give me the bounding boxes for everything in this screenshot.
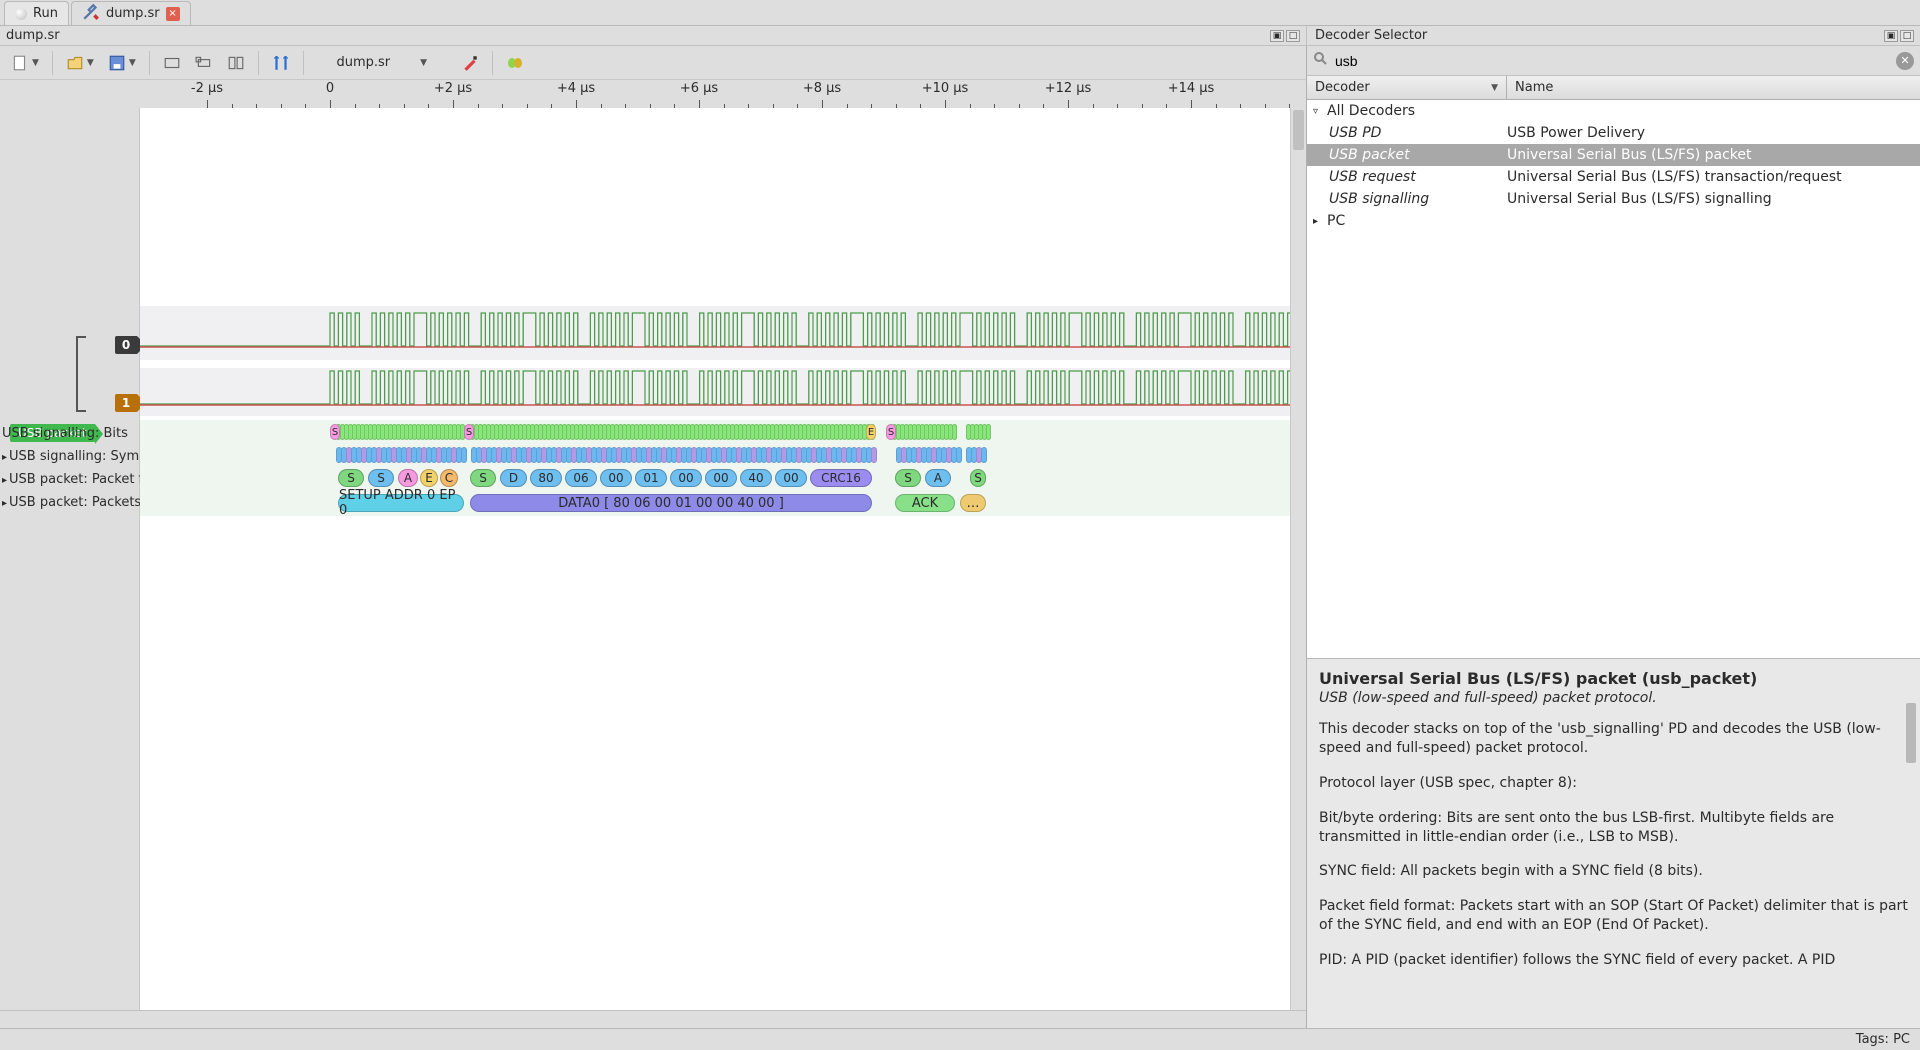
packet-field[interactable]: 01 bbox=[635, 469, 667, 487]
zoom-region-button[interactable] bbox=[190, 50, 218, 76]
minimize-icon[interactable]: ▣ bbox=[1270, 30, 1284, 42]
tags-label: Tags: PC bbox=[1856, 1032, 1910, 1047]
cursors-button[interactable] bbox=[267, 50, 295, 76]
desc-paragraph: Packet field format: Packets start with … bbox=[1319, 897, 1908, 935]
desc-subtitle: USB (low-speed and full-speed) packet pr… bbox=[1319, 690, 1908, 706]
packet-field[interactable]: 00 bbox=[670, 469, 702, 487]
subheader: dump.sr ▣ □ Decoder Selector ▣ □ bbox=[0, 26, 1920, 46]
col-decoder[interactable]: Decoder▼ bbox=[1307, 76, 1507, 99]
waveform-ch1 bbox=[140, 366, 1306, 414]
row-label[interactable]: USB packet: Packets bbox=[9, 495, 141, 510]
horizontal-scrollbar[interactable] bbox=[0, 1010, 1306, 1028]
desc-paragraph: This decoder stacks on top of the 'usb_s… bbox=[1319, 720, 1908, 758]
desc-paragraph: SYNC field: All packets begin with a SYN… bbox=[1319, 862, 1908, 881]
panel-title: Decoder Selector bbox=[1315, 28, 1427, 43]
decoder-tree[interactable]: ▿All DecodersUSB PDUSB Power DeliveryUSB… bbox=[1307, 100, 1920, 658]
tree-item[interactable]: USB packetUniversal Serial Bus (LS/FS) p… bbox=[1307, 144, 1920, 166]
waveform-canvas[interactable]: 0 1 USB packet USB signalling: Bits ▸USB… bbox=[0, 108, 1306, 1010]
run-icon bbox=[15, 8, 27, 20]
pane-window-controls: ▣ □ bbox=[1884, 30, 1914, 42]
description-panel: Universal Serial Bus (LS/FS) packet (usb… bbox=[1307, 658, 1920, 1028]
clear-search-button[interactable]: ✕ bbox=[1896, 52, 1914, 70]
desc-title: Universal Serial Bus (LS/FS) packet (usb… bbox=[1319, 669, 1908, 688]
packet-field[interactable]: 00 bbox=[775, 469, 807, 487]
packet-field[interactable]: D bbox=[500, 469, 527, 487]
desc-paragraph: Protocol layer (USB spec, chapter 8): bbox=[1319, 774, 1908, 793]
tree-group[interactable]: ▸PC bbox=[1307, 210, 1920, 232]
file-selector[interactable]: dump.sr ▼ bbox=[312, 51, 452, 75]
close-icon[interactable]: □ bbox=[1900, 30, 1914, 42]
waveform-ch0 bbox=[140, 308, 1306, 356]
packet-field[interactable]: S bbox=[895, 469, 921, 487]
packet-field[interactable]: 06 bbox=[565, 469, 597, 487]
tree-header: Decoder▼ Name bbox=[1307, 76, 1920, 100]
tab-run[interactable]: Run bbox=[4, 1, 69, 25]
packet-field[interactable]: S bbox=[368, 469, 394, 487]
minimize-icon[interactable]: ▣ bbox=[1884, 30, 1898, 42]
bits-row: SSES bbox=[140, 422, 1306, 442]
maximize-icon[interactable]: □ bbox=[1286, 30, 1300, 42]
tree-item[interactable]: USB PDUSB Power Delivery bbox=[1307, 122, 1920, 144]
packet-field[interactable]: C bbox=[440, 469, 458, 487]
toolbar: ▼ ▼ ▼ dump.sr ▼ bbox=[0, 46, 1306, 80]
file-selector-label: dump.sr bbox=[336, 55, 390, 70]
tabbar: Run dump.sr × bbox=[0, 0, 1920, 26]
packet-field[interactable]: A bbox=[925, 469, 951, 487]
packet[interactable]: DATA0 [ 80 06 00 01 00 00 40 00 ] bbox=[470, 494, 872, 512]
doc-title: dump.sr bbox=[6, 28, 60, 43]
waveform-area[interactable]: SSES SSAECSD8006000100004000CRC16SAS SET… bbox=[140, 108, 1306, 1010]
label-column: 0 1 USB packet USB signalling: Bits ▸USB… bbox=[0, 108, 140, 1010]
tab-label: dump.sr bbox=[106, 6, 160, 21]
search-icon bbox=[1313, 51, 1329, 71]
packet-field[interactable]: A bbox=[398, 469, 418, 487]
open-button[interactable]: ▼ bbox=[61, 50, 99, 76]
new-button[interactable]: ▼ bbox=[6, 50, 44, 76]
save-button[interactable]: ▼ bbox=[103, 50, 141, 76]
close-icon[interactable]: × bbox=[166, 7, 180, 21]
packet-field[interactable]: S bbox=[470, 469, 496, 487]
desc-scrollbar[interactable] bbox=[1904, 703, 1918, 1020]
tab-label: Run bbox=[33, 6, 58, 21]
col-name[interactable]: Name bbox=[1507, 76, 1920, 99]
packet[interactable]: ACK bbox=[895, 494, 955, 512]
packet-field[interactable]: S bbox=[970, 469, 986, 487]
packet-field[interactable]: 80 bbox=[530, 469, 562, 487]
channel-bracket bbox=[76, 336, 86, 412]
time-ruler[interactable]: -2 µs0+2 µs+4 µs+6 µs+8 µs+10 µs+12 µs+1… bbox=[140, 80, 1306, 108]
zoom-cursor-button[interactable] bbox=[222, 50, 250, 76]
packet-field[interactable]: E bbox=[420, 469, 438, 487]
packets-row: SETUP ADDR 0 EP 0 DATA0 [ 80 06 00 01 00 … bbox=[140, 493, 1306, 513]
statusbar: Tags: PC bbox=[0, 1028, 1920, 1050]
waveform-pane: ▼ ▼ ▼ dump.sr ▼ -2 µs0+2 µs+4 µs+6 µs+8 … bbox=[0, 46, 1306, 1028]
packet-field[interactable]: 00 bbox=[705, 469, 737, 487]
tab-dump[interactable]: dump.sr × bbox=[71, 1, 191, 25]
fields-row: SSAECSD8006000100004000CRC16SAS bbox=[140, 468, 1306, 488]
tree-item[interactable]: USB signallingUniversal Serial Bus (LS/F… bbox=[1307, 188, 1920, 210]
decoder-selector-pane: ✕ Decoder▼ Name ▿All DecodersUSB PDUSB P… bbox=[1306, 46, 1920, 1028]
tree-group[interactable]: ▿All Decoders bbox=[1307, 100, 1920, 122]
packet[interactable]: SETUP ADDR 0 EP 0 bbox=[338, 494, 464, 512]
packet-field[interactable]: CRC16 bbox=[810, 469, 872, 487]
tools-icon bbox=[82, 3, 100, 25]
symbols-row bbox=[140, 445, 1306, 465]
packet-field[interactable]: 00 bbox=[600, 469, 632, 487]
packet[interactable]: … bbox=[960, 494, 986, 512]
probe-button[interactable] bbox=[456, 50, 484, 76]
channels-button[interactable] bbox=[501, 50, 529, 76]
vertical-scrollbar[interactable] bbox=[1290, 108, 1306, 1010]
search-row: ✕ bbox=[1307, 46, 1920, 76]
channel-marker-0[interactable]: 0 bbox=[115, 336, 137, 354]
row-label: USB signalling: Bits bbox=[2, 426, 128, 441]
desc-paragraph: PID: A PID (packet identifier) follows t… bbox=[1319, 951, 1908, 970]
zoom-fit-button[interactable] bbox=[158, 50, 186, 76]
pane-window-controls: ▣ □ bbox=[1270, 30, 1300, 42]
packet-field[interactable]: 40 bbox=[740, 469, 772, 487]
channel-marker-1[interactable]: 1 bbox=[115, 394, 137, 412]
desc-paragraph: Bit/byte ordering: Bits are sent onto th… bbox=[1319, 809, 1908, 847]
search-input[interactable] bbox=[1335, 50, 1890, 72]
tree-item[interactable]: USB requestUniversal Serial Bus (LS/FS) … bbox=[1307, 166, 1920, 188]
packet-field[interactable]: S bbox=[338, 469, 364, 487]
